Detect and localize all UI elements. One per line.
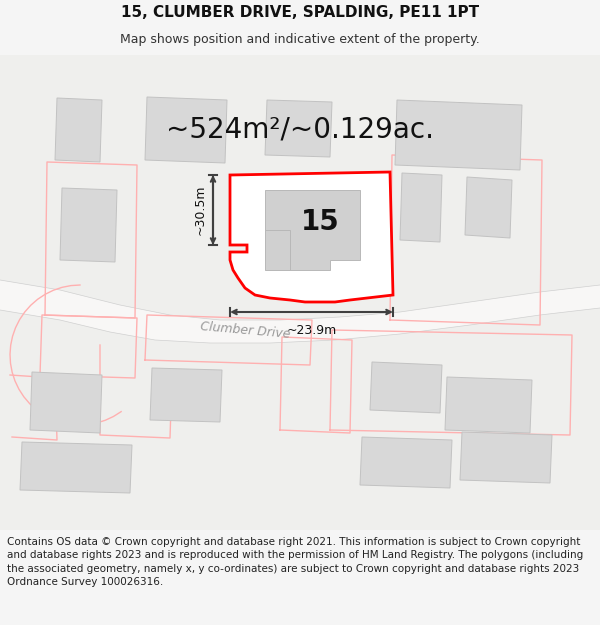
- Text: ~23.9m: ~23.9m: [286, 324, 337, 337]
- Polygon shape: [55, 98, 102, 162]
- Text: Contains OS data © Crown copyright and database right 2021. This information is : Contains OS data © Crown copyright and d…: [7, 537, 583, 588]
- Polygon shape: [0, 280, 600, 343]
- Polygon shape: [20, 442, 132, 493]
- Polygon shape: [395, 100, 522, 170]
- Polygon shape: [370, 362, 442, 413]
- Polygon shape: [145, 97, 227, 163]
- Polygon shape: [30, 372, 102, 433]
- Text: 15, CLUMBER DRIVE, SPALDING, PE11 1PT: 15, CLUMBER DRIVE, SPALDING, PE11 1PT: [121, 4, 479, 19]
- Polygon shape: [360, 437, 452, 488]
- Text: ~524m²/~0.129ac.: ~524m²/~0.129ac.: [166, 116, 434, 144]
- Polygon shape: [230, 172, 393, 302]
- Polygon shape: [460, 432, 552, 483]
- Polygon shape: [400, 173, 442, 242]
- Polygon shape: [445, 377, 532, 433]
- Text: 15: 15: [301, 208, 340, 236]
- Polygon shape: [465, 177, 512, 238]
- Text: Map shows position and indicative extent of the property.: Map shows position and indicative extent…: [120, 33, 480, 46]
- Text: ~30.5m: ~30.5m: [194, 185, 207, 235]
- Text: Clumber Drive: Clumber Drive: [199, 319, 290, 341]
- Polygon shape: [265, 190, 360, 270]
- Polygon shape: [60, 188, 117, 262]
- Polygon shape: [265, 230, 290, 270]
- Polygon shape: [150, 368, 222, 422]
- Polygon shape: [265, 100, 332, 157]
